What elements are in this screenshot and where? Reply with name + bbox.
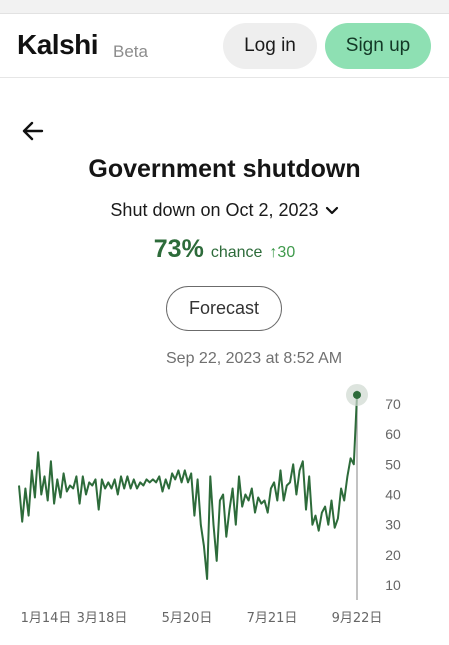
y-tick-label: 60: [385, 426, 401, 442]
chance-summary: 73% chance ↑30: [0, 235, 449, 264]
y-tick-label: 10: [385, 577, 401, 593]
y-tick-label: 30: [385, 517, 401, 533]
market-title: Government shutdown: [88, 155, 361, 183]
outcome-label: Shut down on Oct 2, 2023: [110, 200, 319, 220]
signup-button[interactable]: Sign up: [325, 23, 431, 69]
forecast-button[interactable]: Forecast: [166, 286, 282, 331]
y-tick-label: 20: [385, 547, 401, 563]
series-line: [18, 394, 358, 580]
chart-timestamp: Sep 22, 2023 at 8:52 AM: [166, 350, 343, 367]
y-tick-label: 40: [385, 487, 401, 503]
site-header: Kalshi Beta Log in Sign up: [0, 15, 449, 78]
y-tick-label: 70: [385, 396, 401, 412]
price-history-chart[interactable]: 10 20 30 40 50 60 70 1月14日 3月18日 5月20日 7月21日 9月22日: [0, 370, 449, 640]
x-tick-label: 9月22日: [332, 611, 383, 626]
kalshi-logo[interactable]: Kalshi: [17, 29, 99, 60]
outcome-selector[interactable]: Shut down on Oct 2, 2023: [0, 200, 449, 221]
y-tick-label: 50: [385, 456, 401, 472]
x-tick-label: 3月18日: [77, 611, 128, 626]
back-arrow-icon[interactable]: [20, 118, 46, 144]
chevron-down-icon: [325, 200, 339, 221]
browser-top-strip: [0, 0, 449, 14]
x-tick-label: 7月21日: [247, 611, 298, 626]
chance-percent: 73%: [153, 235, 204, 263]
chance-change: ↑30: [269, 244, 296, 261]
chart-svg: 10 20 30 40 50 60 70 1月14日 3月18日 5月20日 7月21日 9月22日: [18, 383, 401, 626]
x-tick-label: 1月14日: [21, 611, 72, 626]
x-tick-label: 5月20日: [162, 611, 213, 626]
current-point[interactable]: [353, 390, 361, 399]
beta-label: Beta: [113, 42, 148, 61]
login-button[interactable]: Log in: [223, 23, 317, 69]
chance-label: chance: [210, 244, 263, 261]
